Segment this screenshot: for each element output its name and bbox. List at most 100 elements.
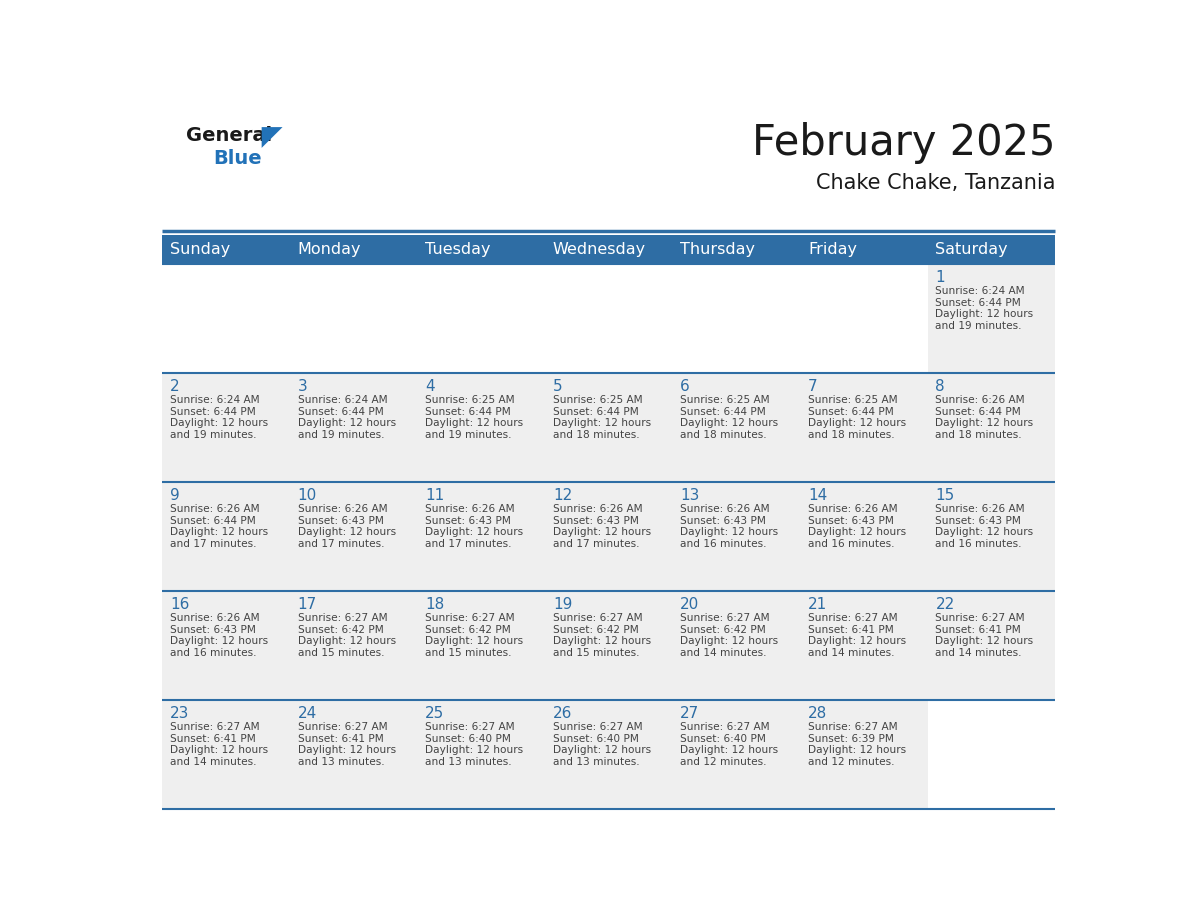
Text: Daylight: 12 hours: Daylight: 12 hours [808, 745, 906, 756]
Text: Daylight: 12 hours: Daylight: 12 hours [170, 527, 268, 537]
Text: and 18 minutes.: and 18 minutes. [681, 430, 767, 440]
Text: and 17 minutes.: and 17 minutes. [425, 539, 512, 549]
Text: Sunset: 6:44 PM: Sunset: 6:44 PM [808, 407, 893, 417]
Text: 25: 25 [425, 706, 444, 721]
Text: Sunrise: 6:26 AM: Sunrise: 6:26 AM [808, 504, 898, 514]
Text: Sunset: 6:42 PM: Sunset: 6:42 PM [298, 625, 384, 634]
Text: 16: 16 [170, 597, 190, 611]
Text: Friday: Friday [808, 242, 857, 257]
Text: Sunday: Sunday [170, 242, 230, 257]
Bar [545, 482, 672, 591]
Text: 14: 14 [808, 487, 827, 503]
Text: and 19 minutes.: and 19 minutes. [935, 320, 1022, 330]
Text: Sunset: 6:41 PM: Sunset: 6:41 PM [298, 733, 384, 744]
Text: 27: 27 [681, 706, 700, 721]
Text: February 2025: February 2025 [752, 122, 1055, 163]
Text: 4: 4 [425, 378, 435, 394]
Text: Sunset: 6:43 PM: Sunset: 6:43 PM [808, 516, 893, 526]
Text: Sunset: 6:44 PM: Sunset: 6:44 PM [170, 516, 255, 526]
Text: 20: 20 [681, 597, 700, 611]
Text: Daylight: 12 hours: Daylight: 12 hours [425, 745, 524, 756]
Text: Daylight: 12 hours: Daylight: 12 hours [425, 636, 524, 646]
Text: Saturday: Saturday [935, 242, 1009, 257]
Text: Chake Chake, Tanzania: Chake Chake, Tanzania [816, 174, 1055, 194]
Bar [928, 482, 1055, 591]
Text: Daylight: 12 hours: Daylight: 12 hours [552, 527, 651, 537]
Text: and 19 minutes.: and 19 minutes. [298, 430, 384, 440]
Text: Sunset: 6:43 PM: Sunset: 6:43 PM [298, 516, 384, 526]
Text: 2: 2 [170, 378, 179, 394]
Text: Sunset: 6:41 PM: Sunset: 6:41 PM [808, 625, 893, 634]
Text: Sunrise: 6:27 AM: Sunrise: 6:27 AM [808, 613, 898, 623]
Text: and 14 minutes.: and 14 minutes. [935, 648, 1022, 658]
Text: Sunset: 6:39 PM: Sunset: 6:39 PM [808, 733, 893, 744]
Text: Daylight: 12 hours: Daylight: 12 hours [298, 419, 396, 428]
Bar [672, 374, 801, 482]
Polygon shape [261, 127, 283, 148]
Text: Sunrise: 6:26 AM: Sunrise: 6:26 AM [935, 504, 1025, 514]
Text: Sunrise: 6:26 AM: Sunrise: 6:26 AM [425, 504, 514, 514]
Text: Daylight: 12 hours: Daylight: 12 hours [935, 309, 1034, 319]
Bar [545, 700, 672, 810]
Text: Sunrise: 6:26 AM: Sunrise: 6:26 AM [170, 613, 260, 623]
Bar [801, 591, 928, 700]
Text: Sunset: 6:42 PM: Sunset: 6:42 PM [552, 625, 639, 634]
Text: and 16 minutes.: and 16 minutes. [681, 539, 767, 549]
Text: Sunset: 6:40 PM: Sunset: 6:40 PM [425, 733, 511, 744]
Text: and 15 minutes.: and 15 minutes. [298, 648, 384, 658]
Text: and 19 minutes.: and 19 minutes. [425, 430, 512, 440]
Text: Daylight: 12 hours: Daylight: 12 hours [298, 636, 396, 646]
Text: Sunrise: 6:27 AM: Sunrise: 6:27 AM [681, 722, 770, 733]
Bar [928, 374, 1055, 482]
Text: 10: 10 [298, 487, 317, 503]
Bar [163, 591, 290, 700]
Text: 22: 22 [935, 597, 955, 611]
Text: and 12 minutes.: and 12 minutes. [808, 756, 895, 767]
Text: Daylight: 12 hours: Daylight: 12 hours [681, 745, 778, 756]
Bar [417, 374, 545, 482]
Text: Sunrise: 6:26 AM: Sunrise: 6:26 AM [298, 504, 387, 514]
Text: Daylight: 12 hours: Daylight: 12 hours [552, 745, 651, 756]
Text: 28: 28 [808, 706, 827, 721]
Text: Sunrise: 6:27 AM: Sunrise: 6:27 AM [681, 613, 770, 623]
Bar [290, 591, 417, 700]
Bar [163, 374, 290, 482]
Text: Sunset: 6:44 PM: Sunset: 6:44 PM [935, 297, 1022, 308]
Text: Daylight: 12 hours: Daylight: 12 hours [808, 636, 906, 646]
Text: Monday: Monday [298, 242, 361, 257]
Text: Sunrise: 6:25 AM: Sunrise: 6:25 AM [681, 395, 770, 405]
Text: and 14 minutes.: and 14 minutes. [170, 756, 257, 767]
Text: and 17 minutes.: and 17 minutes. [552, 539, 639, 549]
Text: Sunrise: 6:27 AM: Sunrise: 6:27 AM [808, 722, 898, 733]
Text: Sunrise: 6:27 AM: Sunrise: 6:27 AM [552, 722, 643, 733]
Text: 7: 7 [808, 378, 817, 394]
Text: and 12 minutes.: and 12 minutes. [681, 756, 767, 767]
Text: 1: 1 [935, 270, 946, 285]
Text: Wednesday: Wednesday [552, 242, 646, 257]
Text: Sunrise: 6:27 AM: Sunrise: 6:27 AM [935, 613, 1025, 623]
Text: Sunset: 6:42 PM: Sunset: 6:42 PM [681, 625, 766, 634]
Text: 3: 3 [298, 378, 308, 394]
Text: and 13 minutes.: and 13 minutes. [552, 756, 639, 767]
Text: and 13 minutes.: and 13 minutes. [425, 756, 512, 767]
Text: Daylight: 12 hours: Daylight: 12 hours [298, 527, 396, 537]
Bar [163, 482, 290, 591]
Text: General: General [185, 126, 272, 144]
Text: and 19 minutes.: and 19 minutes. [170, 430, 257, 440]
Text: Daylight: 12 hours: Daylight: 12 hours [681, 419, 778, 428]
Text: Sunrise: 6:26 AM: Sunrise: 6:26 AM [170, 504, 260, 514]
Text: Sunrise: 6:26 AM: Sunrise: 6:26 AM [552, 504, 643, 514]
Text: Sunrise: 6:27 AM: Sunrise: 6:27 AM [298, 722, 387, 733]
Bar [545, 374, 672, 482]
Text: Sunrise: 6:24 AM: Sunrise: 6:24 AM [170, 395, 260, 405]
Text: Sunset: 6:44 PM: Sunset: 6:44 PM [170, 407, 255, 417]
Text: and 17 minutes.: and 17 minutes. [170, 539, 257, 549]
Text: Daylight: 12 hours: Daylight: 12 hours [681, 636, 778, 646]
Text: Sunrise: 6:26 AM: Sunrise: 6:26 AM [935, 395, 1025, 405]
Text: Blue: Blue [213, 149, 261, 168]
Text: Sunset: 6:44 PM: Sunset: 6:44 PM [425, 407, 511, 417]
Bar [290, 482, 417, 591]
Text: Sunrise: 6:27 AM: Sunrise: 6:27 AM [552, 613, 643, 623]
Text: Tuesday: Tuesday [425, 242, 491, 257]
Bar [801, 482, 928, 591]
